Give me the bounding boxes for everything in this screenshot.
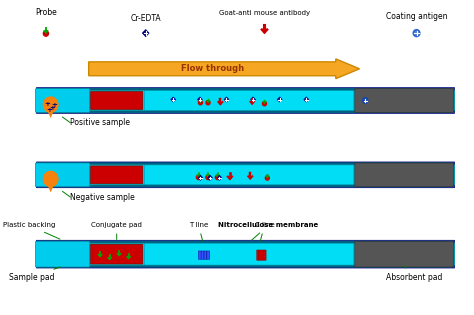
FancyBboxPatch shape	[355, 89, 454, 112]
Text: Conjugate pad: Conjugate pad	[91, 222, 142, 239]
Circle shape	[263, 102, 266, 106]
Text: Cr-EDTA: Cr-EDTA	[130, 14, 161, 23]
FancyBboxPatch shape	[264, 250, 266, 260]
FancyBboxPatch shape	[36, 91, 455, 111]
Circle shape	[107, 258, 112, 263]
FancyBboxPatch shape	[259, 250, 261, 260]
FancyBboxPatch shape	[207, 251, 210, 259]
Circle shape	[44, 97, 58, 112]
Circle shape	[98, 255, 102, 260]
Text: Coating antigen: Coating antigen	[386, 12, 447, 21]
Text: Plastic backing: Plastic backing	[3, 222, 60, 239]
Circle shape	[199, 100, 202, 105]
FancyBboxPatch shape	[36, 89, 90, 112]
FancyBboxPatch shape	[262, 250, 264, 260]
FancyBboxPatch shape	[36, 241, 90, 267]
Text: Absorbent pad: Absorbent pad	[385, 266, 442, 282]
Text: +: +	[49, 105, 55, 111]
FancyBboxPatch shape	[36, 243, 455, 265]
Circle shape	[196, 175, 201, 180]
FancyBboxPatch shape	[36, 162, 455, 188]
Text: +: +	[46, 107, 52, 113]
Polygon shape	[142, 30, 149, 37]
Text: Positive sample: Positive sample	[70, 118, 130, 127]
Circle shape	[206, 100, 210, 105]
Text: Negative sample: Negative sample	[70, 193, 135, 202]
Polygon shape	[198, 175, 203, 180]
Circle shape	[413, 30, 420, 37]
FancyArrow shape	[89, 59, 359, 79]
FancyBboxPatch shape	[204, 251, 207, 259]
Circle shape	[43, 31, 48, 36]
Polygon shape	[217, 175, 222, 180]
FancyBboxPatch shape	[91, 92, 143, 109]
FancyBboxPatch shape	[36, 165, 455, 185]
Text: Sample pad: Sample pad	[9, 267, 60, 282]
Circle shape	[117, 254, 121, 259]
FancyBboxPatch shape	[145, 91, 354, 111]
Polygon shape	[171, 97, 176, 102]
FancyBboxPatch shape	[198, 251, 201, 259]
FancyBboxPatch shape	[145, 165, 354, 185]
FancyBboxPatch shape	[145, 243, 354, 265]
FancyBboxPatch shape	[36, 163, 90, 187]
Circle shape	[44, 171, 58, 186]
Text: Probe: Probe	[35, 8, 57, 17]
FancyBboxPatch shape	[257, 250, 259, 260]
Text: T line: T line	[189, 222, 208, 241]
FancyBboxPatch shape	[201, 251, 204, 259]
Circle shape	[206, 175, 210, 180]
FancyBboxPatch shape	[36, 240, 455, 268]
FancyBboxPatch shape	[355, 241, 454, 267]
FancyBboxPatch shape	[91, 244, 143, 264]
Text: Flow through: Flow through	[181, 64, 244, 73]
Polygon shape	[251, 97, 255, 102]
Circle shape	[265, 176, 269, 180]
Polygon shape	[277, 97, 282, 102]
Polygon shape	[224, 97, 229, 102]
Polygon shape	[208, 175, 212, 180]
FancyBboxPatch shape	[36, 88, 455, 113]
Polygon shape	[46, 183, 55, 192]
Circle shape	[215, 175, 219, 180]
Text: Nitrocellulose membrane: Nitrocellulose membrane	[218, 222, 319, 240]
Text: Goat-anti mouse antibody: Goat-anti mouse antibody	[219, 10, 310, 16]
Circle shape	[126, 257, 131, 262]
Text: +: +	[45, 101, 50, 107]
Circle shape	[363, 98, 368, 103]
Polygon shape	[46, 109, 55, 118]
Text: C line: C line	[255, 222, 274, 241]
Polygon shape	[197, 97, 202, 102]
Polygon shape	[304, 97, 309, 102]
FancyBboxPatch shape	[355, 163, 454, 187]
Text: +: +	[51, 102, 57, 108]
FancyBboxPatch shape	[91, 166, 143, 184]
